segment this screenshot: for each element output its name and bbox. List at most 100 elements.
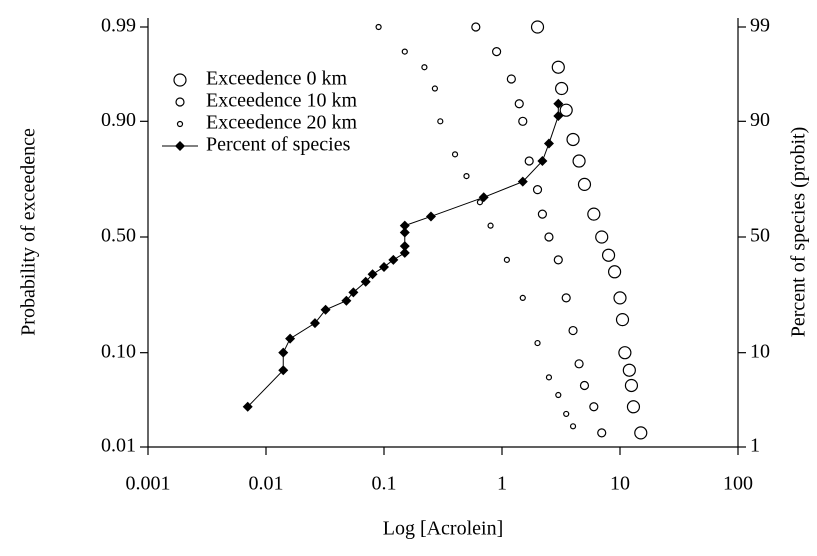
y2-tick-label: 10 (750, 340, 770, 362)
y2-tick-label: 50 (750, 225, 770, 247)
marker (478, 192, 489, 203)
marker (563, 410, 570, 418)
y-tick-label: 0.50 (101, 225, 136, 247)
marker (492, 47, 502, 57)
marker (519, 294, 526, 301)
marker (388, 254, 399, 265)
marker (574, 359, 584, 369)
marker (553, 255, 563, 265)
marker (561, 293, 571, 303)
marker (399, 241, 410, 252)
legend-label: Exceedence 10 km (206, 90, 357, 112)
marker (613, 291, 627, 305)
marker (379, 261, 389, 272)
legend-marker (175, 141, 185, 151)
x-tick-label: 10 (610, 473, 630, 495)
y-tick-label: 0.90 (101, 109, 136, 131)
marker (589, 402, 599, 412)
marker (399, 220, 410, 231)
marker (451, 151, 459, 158)
marker (569, 423, 577, 430)
marker (348, 287, 359, 298)
marker (534, 339, 541, 347)
marker (587, 207, 601, 221)
legend-marker (176, 120, 184, 128)
marker (555, 81, 569, 96)
y-axis-label: Probability of exceedence (18, 128, 40, 336)
marker (278, 365, 289, 376)
marker (530, 20, 545, 34)
marker (579, 380, 590, 391)
marker (551, 60, 565, 74)
marker (553, 110, 564, 121)
marker (437, 118, 444, 125)
marker (615, 313, 630, 327)
marker (360, 276, 371, 287)
marker (618, 346, 632, 360)
marker (622, 363, 636, 377)
marker (555, 391, 562, 399)
x-axis-label: Log [Acrolein] (383, 518, 504, 540)
marker (608, 265, 622, 279)
x-tick-label: 100 (723, 473, 753, 495)
marker (626, 400, 641, 414)
marker (545, 374, 553, 381)
marker (524, 156, 534, 166)
legend-label: Percent of species (206, 134, 351, 156)
marker (503, 256, 510, 263)
legend-label: Exceedence 0 km (206, 68, 347, 90)
legend-label: Exceedence 20 km (206, 112, 357, 134)
y-tick-label: 0.99 (101, 15, 136, 37)
marker (309, 318, 320, 329)
marker (341, 295, 352, 306)
marker (487, 222, 494, 229)
marker (624, 378, 639, 393)
marker (553, 98, 564, 109)
marker (537, 156, 548, 167)
marker (401, 48, 408, 55)
marker (285, 333, 296, 344)
marker (367, 269, 378, 280)
y2-tick-label: 1 (750, 435, 760, 457)
marker (399, 247, 410, 258)
marker (572, 154, 586, 168)
marker (601, 248, 616, 262)
marker (543, 138, 554, 149)
marker (559, 103, 573, 117)
marker (320, 304, 331, 315)
marker (595, 230, 609, 244)
marker (476, 199, 484, 206)
marker (375, 23, 382, 31)
marker (506, 74, 516, 84)
marker (544, 232, 554, 242)
legend-marker (173, 73, 187, 87)
x-tick-label: 0.01 (249, 473, 284, 495)
marker (597, 428, 607, 438)
marker (278, 347, 289, 358)
marker (431, 85, 439, 92)
marker (577, 177, 592, 191)
marker (399, 227, 410, 238)
marker (421, 64, 428, 71)
x-tick-label: 1 (497, 473, 507, 495)
marker (514, 99, 524, 109)
y2-tick-label: 99 (750, 15, 770, 37)
y-tick-label: 0.01 (101, 435, 136, 457)
x-tick-label: 0.001 (126, 473, 171, 495)
marker (242, 401, 253, 412)
x-tick-label: 0.1 (372, 473, 397, 495)
marker (634, 426, 648, 440)
legend-marker (175, 97, 185, 107)
marker (566, 132, 580, 147)
marker (517, 176, 528, 187)
marker (425, 211, 436, 222)
marker (518, 116, 528, 126)
y2-axis-label: Percent of species (probit) (788, 127, 810, 337)
y2-tick-label: 90 (750, 109, 770, 131)
marker (568, 325, 578, 336)
marker (537, 209, 548, 219)
y-tick-label: 0.10 (101, 340, 136, 362)
marker (463, 173, 470, 180)
marker (532, 185, 543, 195)
